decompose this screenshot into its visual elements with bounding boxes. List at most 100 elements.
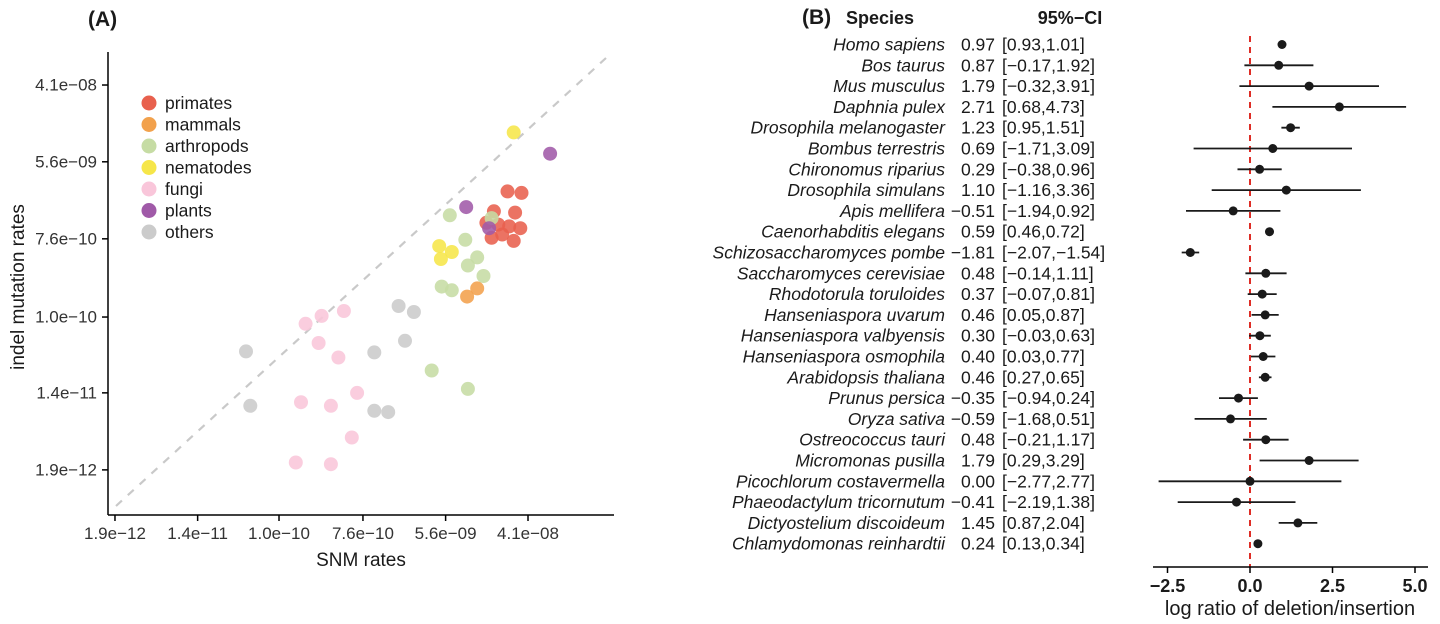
scatter-point-others	[367, 345, 382, 360]
estimate-point	[1257, 289, 1267, 299]
species-name: Apis mellifera	[839, 201, 945, 221]
species-name: Arabidopsis thaliana	[786, 367, 945, 387]
estimate-point	[1228, 206, 1238, 216]
estimate-point	[1293, 518, 1303, 528]
scatter-point-fungi	[336, 304, 351, 318]
estimate-point	[1304, 81, 1314, 91]
scatter-point-mammals	[470, 281, 485, 296]
estimate-value: 0.48	[961, 263, 995, 283]
ci-value: [0.13,0.34]	[1002, 534, 1085, 554]
estimate-point	[1304, 456, 1314, 465]
ci-value: [−1.71,3.09]	[1002, 139, 1095, 159]
estimate-value: 0.48	[961, 430, 995, 450]
panel-a-label: (A)	[88, 8, 117, 31]
ci-value: [0.68,4.73]	[1002, 97, 1085, 117]
scatter-point-arthropods	[444, 283, 459, 298]
species-name: Hanseniaspora uvarum	[764, 305, 945, 325]
legend-label-fungi: fungi	[165, 179, 203, 199]
legend-swatch-primates	[141, 95, 157, 111]
panel-b-forest-plot: (B) Species 95%−CI Homo sapiens 0.97 [0.93,1.…	[713, 6, 1428, 620]
scatter-point-fungi	[344, 430, 359, 445]
estimate-point	[1281, 185, 1291, 195]
legend-swatch-nematodes	[141, 160, 157, 175]
scatter-point-fungi	[298, 316, 313, 331]
estimate-value: 1.79	[961, 76, 995, 96]
ci-value: [−0.03,0.63]	[1002, 326, 1095, 346]
scatter-point-arthropods	[470, 250, 485, 265]
scatter-point-fungi	[314, 308, 329, 323]
estimate-value: 2.71	[961, 97, 995, 117]
y-axis-title: indel mutation rates	[8, 204, 29, 370]
estimate-point	[1255, 164, 1265, 174]
scatter-point-arthropods	[424, 363, 439, 378]
species-name: Homo sapiens	[833, 35, 945, 55]
ci-value: [0.93,1.01]	[1002, 35, 1085, 55]
estimate-point	[1274, 60, 1284, 70]
species-name: Rhodotorula toruloides	[769, 284, 945, 304]
y-tick-label: 1.9e−12	[35, 460, 97, 479]
legend-swatch-mammals	[141, 117, 157, 132]
estimate-value: 0.30	[961, 326, 995, 346]
estimate-value: −1.81	[951, 243, 995, 263]
estimate-point	[1334, 102, 1344, 112]
x-tick-label: 4.1e−08	[497, 524, 559, 543]
estimate-point	[1260, 310, 1270, 320]
ci-value: [−0.94,0.24]	[1002, 388, 1095, 408]
forest-x-axis-title: log ratio of deletion/insertion	[1165, 598, 1415, 620]
ci-value: [0.46,0.72]	[1002, 222, 1085, 242]
estimate-value: 0.37	[961, 284, 995, 304]
legend-label-nematodes: nematodes	[165, 158, 252, 178]
scatter-point-fungi	[311, 336, 326, 350]
ci-value: [−1.68,0.51]	[1002, 409, 1095, 429]
legend-label-primates: primates	[165, 93, 232, 113]
species-name: Bombus terrestris	[808, 139, 945, 159]
ci-value: [0.87,2.04]	[1002, 513, 1085, 533]
estimate-value: 0.40	[961, 347, 995, 367]
estimate-point	[1261, 435, 1271, 445]
ci-column-header: 95%−CI	[1038, 8, 1103, 28]
forest-x-tick-label: 2.5	[1320, 576, 1345, 596]
x-tick-label: 5.6e−09	[415, 524, 477, 543]
scatter-point-plants	[459, 200, 474, 215]
ci-value: [0.29,3.29]	[1002, 451, 1085, 471]
scatter-point-nematodes	[506, 125, 521, 140]
estimate-point	[1265, 227, 1274, 237]
ci-value: [−2.19,1.38]	[1002, 492, 1095, 512]
species-name: Caenorhabditis elegans	[761, 222, 945, 242]
species-name: Schizosaccharomyces pombe	[713, 243, 946, 263]
scatter-point-plants	[543, 146, 558, 161]
estimate-value: 0.97	[961, 35, 995, 55]
ci-value: [−2.77,2.77]	[1002, 471, 1095, 491]
estimate-value: 0.29	[961, 159, 995, 179]
scatter-point-fungi	[323, 398, 338, 413]
scatter-point-primates	[506, 233, 521, 248]
estimate-value: −0.35	[951, 388, 995, 408]
estimate-point	[1253, 539, 1263, 549]
ci-value: [−0.17,1.92]	[1002, 55, 1095, 75]
scatter-point-arthropods	[476, 269, 491, 283]
panel-a-scatter-chart: (A) 1.9e−12 1.4e−11 1.0e−10 7.6e−10 5.6e−09 4.…	[8, 8, 614, 571]
species-name: Drosophila simulans	[787, 180, 945, 200]
estimate-point	[1268, 144, 1278, 153]
estimate-point	[1255, 331, 1265, 341]
scatter-point-fungi	[323, 457, 338, 472]
forest-x-tick-label: −2.5	[1150, 576, 1186, 596]
ci-value: [−0.32,3.91]	[1002, 76, 1095, 96]
forest-x-tick-label: 5.0	[1402, 576, 1427, 596]
ci-value: [−2.07,−1.54]	[1002, 243, 1105, 263]
species-name: Micromonas pusilla	[795, 451, 945, 471]
forest-x-tick-label: 0.0	[1237, 576, 1262, 596]
estimate-value: 1.79	[961, 451, 995, 471]
scatter-point-arthropods	[460, 381, 475, 396]
species-name: Hanseniaspora osmophila	[743, 347, 946, 367]
species-name: Ostreococcus tauri	[799, 430, 946, 450]
x-tick-label: 1.4e−11	[167, 524, 228, 543]
estimate-value: 0.59	[961, 222, 995, 242]
estimate-point	[1234, 393, 1243, 403]
estimate-value: 1.45	[961, 513, 995, 533]
estimate-point	[1232, 497, 1241, 507]
scatter-point-primates	[495, 227, 510, 242]
estimate-point	[1260, 372, 1270, 382]
scatter-point-fungi	[331, 350, 346, 365]
species-name: Chironomus riparius	[788, 159, 945, 179]
